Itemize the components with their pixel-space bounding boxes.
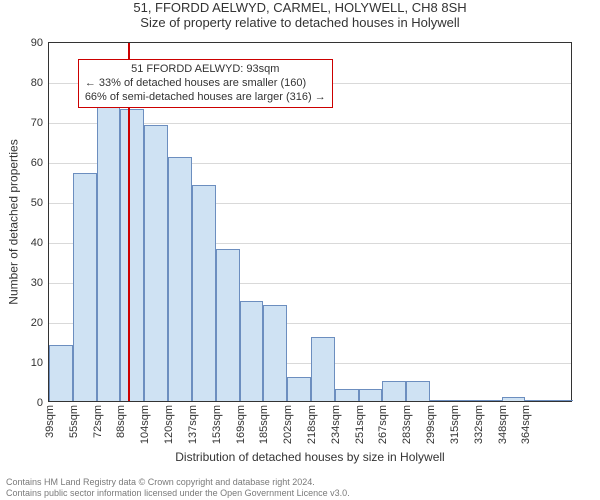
y-axis-title-text: Number of detached properties — [7, 139, 21, 304]
xtick-label: 348sqm — [497, 405, 509, 444]
xtick-label: 332sqm — [473, 405, 485, 444]
bar — [120, 109, 144, 401]
bar — [287, 377, 311, 401]
xtick-label: 120sqm — [163, 405, 175, 444]
bar — [192, 185, 216, 401]
xtick-label: 283sqm — [401, 405, 413, 444]
bar — [502, 397, 526, 401]
xtick-label: 153sqm — [211, 405, 223, 444]
xtick-label: 137sqm — [187, 405, 199, 444]
bar — [359, 389, 383, 401]
footer-line2: Contains public sector information licen… — [6, 488, 350, 498]
bar — [73, 173, 97, 401]
xtick-label: 267sqm — [377, 405, 389, 444]
xtick-label: 55sqm — [68, 405, 80, 438]
annotation-line: ← 33% of detached houses are smaller (16… — [85, 77, 326, 91]
ytick-label: 70 — [31, 117, 43, 129]
bar — [335, 389, 359, 401]
ytick-label: 30 — [31, 277, 43, 289]
bar — [311, 337, 335, 401]
ytick-label: 10 — [31, 357, 43, 369]
ytick-label: 80 — [31, 77, 43, 89]
xtick-label: 364sqm — [520, 405, 532, 444]
xtick-label: 315sqm — [449, 405, 461, 444]
bar — [216, 249, 240, 401]
ytick-label: 20 — [31, 317, 43, 329]
plot-outer: 010203040506070809039sqm55sqm72sqm88sqm1… — [48, 42, 572, 402]
bar — [454, 400, 478, 401]
bar — [168, 157, 192, 401]
bar — [430, 400, 454, 401]
footer-line1: Contains HM Land Registry data © Crown c… — [6, 477, 350, 487]
bar — [525, 400, 549, 401]
bar — [144, 125, 168, 401]
xtick-label: 234sqm — [330, 405, 342, 444]
ytick-label: 90 — [31, 37, 43, 49]
annotation-line: 66% of semi-detached houses are larger (… — [85, 91, 326, 105]
plot-area: 010203040506070809039sqm55sqm72sqm88sqm1… — [48, 42, 572, 402]
ytick-label: 50 — [31, 197, 43, 209]
bar — [97, 105, 121, 401]
xtick-label: 169sqm — [235, 405, 247, 444]
x-axis-title: Distribution of detached houses by size … — [48, 450, 572, 464]
xtick-label: 88sqm — [115, 405, 127, 438]
y-axis-title: Number of detached properties — [6, 42, 22, 402]
xtick-label: 299sqm — [425, 405, 437, 444]
xtick-label: 202sqm — [282, 405, 294, 444]
xtick-label: 104sqm — [139, 405, 151, 444]
bar — [406, 381, 430, 401]
ytick-label: 0 — [37, 397, 43, 409]
xtick-label: 72sqm — [92, 405, 104, 438]
annotation-line: 51 FFORDD AELWYD: 93sqm — [85, 63, 326, 77]
bar — [549, 400, 573, 401]
bar — [240, 301, 264, 401]
xtick-label: 39sqm — [44, 405, 56, 438]
ytick-label: 40 — [31, 237, 43, 249]
xtick-label: 251sqm — [354, 405, 366, 444]
footer-text: Contains HM Land Registry data © Crown c… — [6, 477, 350, 498]
subtitle-line: Size of property relative to detached ho… — [0, 15, 600, 30]
bar — [49, 345, 73, 401]
bar — [263, 305, 287, 401]
xtick-label: 185sqm — [258, 405, 270, 444]
bar — [382, 381, 406, 401]
bar — [478, 400, 502, 401]
title-line: 51, FFORDD AELWYD, CARMEL, HOLYWELL, CH8… — [0, 0, 600, 15]
ytick-label: 60 — [31, 157, 43, 169]
annotation-box: 51 FFORDD AELWYD: 93sqm← 33% of detached… — [78, 59, 333, 108]
xtick-label: 218sqm — [306, 405, 318, 444]
